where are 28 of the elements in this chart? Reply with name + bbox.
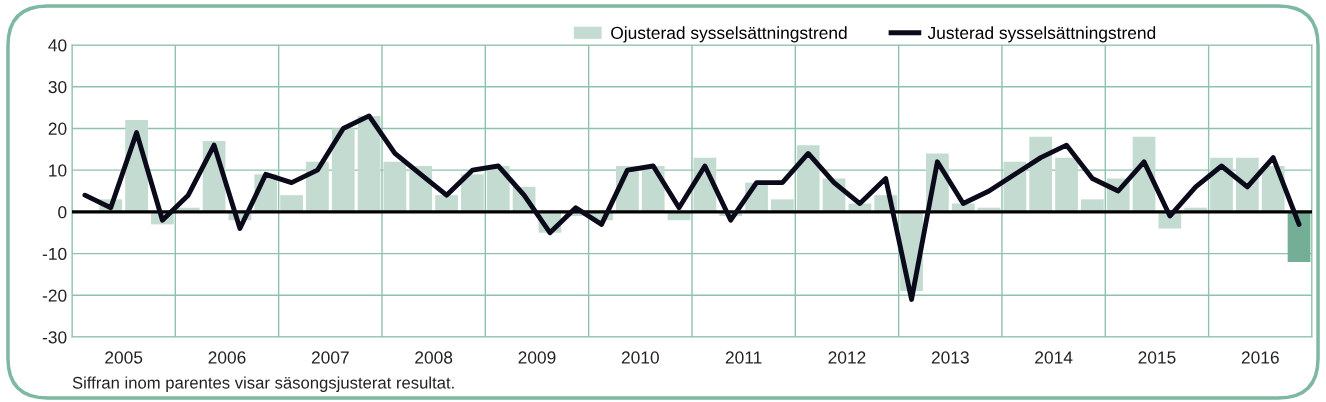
y-tick-label: 40 — [48, 39, 67, 52]
bar — [383, 161, 407, 212]
line-series — [82, 113, 1302, 302]
x-tick-label: 2013 — [931, 351, 969, 364]
legend-label: Ojusterad sysselsättningstrend — [611, 26, 847, 43]
y-tick-label: -20 — [42, 289, 67, 302]
text: Siffran inom parentes visar säsongsjusterat resultat. — [72, 376, 454, 392]
x-tick-label: 2015 — [1138, 351, 1176, 364]
bar — [1029, 136, 1053, 212]
bar — [331, 128, 355, 212]
y-tick-label: -10 — [42, 247, 67, 261]
y-tick-label: 30 — [48, 80, 67, 94]
y-tick-label: -30 — [42, 331, 67, 344]
x-tick-label: 2005 — [105, 351, 143, 364]
x-tick-label: 2016 — [1241, 351, 1279, 364]
y-tick-label: 0 — [58, 206, 67, 219]
x-tick-label: 2006 — [208, 351, 246, 364]
x-tick-label: 2009 — [518, 351, 556, 364]
x-tick-label: 2011 — [725, 351, 762, 364]
legend-label: Justerad sysselsättningstrend — [927, 26, 1156, 43]
x-tick-label: 2010 — [621, 351, 659, 364]
bar — [1055, 157, 1078, 212]
x-tick-label: 2007 — [311, 351, 349, 364]
x-tick-label: 2008 — [415, 351, 453, 364]
x-tick-label: 2014 — [1035, 351, 1073, 364]
y-tick-label: 10 — [49, 164, 67, 177]
y-tick-label: 20 — [48, 122, 67, 135]
x-tick-label: 2012 — [828, 351, 866, 364]
